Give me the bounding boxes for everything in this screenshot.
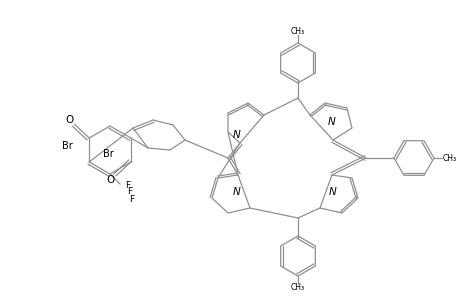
Text: CH₃: CH₃ bbox=[290, 284, 304, 292]
Text: Br: Br bbox=[103, 149, 114, 159]
Text: O: O bbox=[65, 115, 73, 125]
Text: Br: Br bbox=[62, 141, 73, 151]
Text: O: O bbox=[106, 175, 115, 185]
Text: N: N bbox=[327, 117, 335, 127]
Text: F: F bbox=[127, 188, 132, 196]
Text: N: N bbox=[328, 187, 336, 197]
Text: N: N bbox=[233, 187, 241, 197]
Text: F: F bbox=[125, 181, 130, 190]
Text: F: F bbox=[129, 194, 134, 203]
Text: N: N bbox=[233, 130, 241, 140]
Text: CH₃: CH₃ bbox=[442, 154, 456, 163]
Text: CH₃: CH₃ bbox=[290, 26, 304, 35]
